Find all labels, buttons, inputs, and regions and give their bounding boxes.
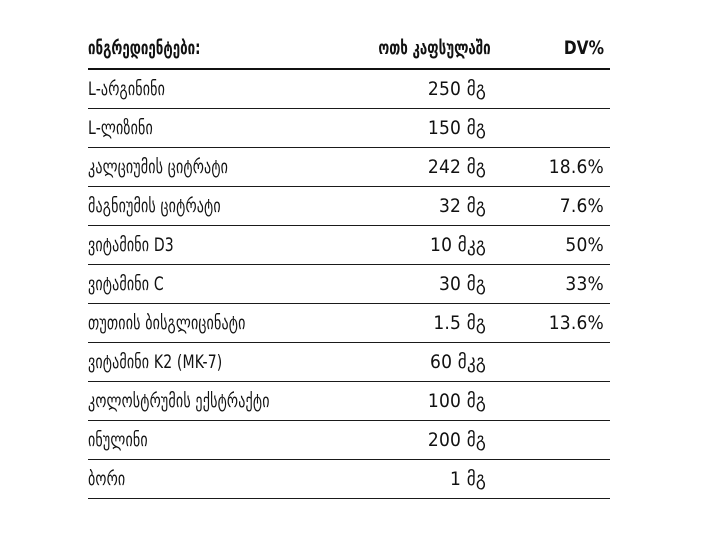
ingredient-name: თუთიის ბისგლიცინატი: [88, 312, 246, 334]
ingredient-name: კალციუმის ციტრატი: [88, 156, 229, 178]
ingredient-name: ვიტამინი K2 (MK-7): [88, 351, 223, 373]
ingredient-dv: 7.6%: [559, 195, 604, 217]
table-row: L-არგინინი 250 მგ: [88, 70, 610, 109]
ingredient-amount: 250 მგ: [427, 78, 486, 100]
table-row: ბორი 1 მგ: [88, 460, 610, 499]
table-row: ვიტამინი D3 10 მკგ 50%: [88, 226, 610, 265]
table-row: ვიტამინი K2 (MK-7) 60 მკგ: [88, 343, 610, 382]
ingredient-amount: 150 მგ: [427, 117, 486, 139]
ingredient-name: ინულინი: [88, 429, 148, 451]
ingredients-table: ინგრედიენტები: ოთხ კაფსულაში DV% L-არგინ…: [88, 28, 610, 499]
ingredient-dv: 50%: [565, 234, 604, 256]
ingredient-name: კოლოსტრუმის ექსტრაქტი: [88, 390, 270, 412]
ingredient-name: ბორი: [88, 468, 126, 490]
ingredient-name: ვიტამინი C: [88, 273, 164, 295]
ingredient-amount: 100 მგ: [427, 390, 486, 412]
table-row: კალციუმის ციტრატი 242 მგ 18.6%: [88, 148, 610, 187]
table-row: ვიტამინი C 30 მგ 33%: [88, 265, 610, 304]
ingredient-amount: 10 მკგ: [430, 234, 486, 256]
header-per-capsule: ოთხ კაფსულაში: [378, 37, 491, 59]
ingredient-name: L-ლიზინი: [88, 117, 153, 139]
ingredient-name: L-არგინინი: [88, 78, 166, 100]
ingredient-dv: 13.6%: [548, 312, 604, 334]
table-row: ინულინი 200 მგ: [88, 421, 610, 460]
table-header: ინგრედიენტები: ოთხ კაფსულაში DV%: [88, 28, 610, 70]
table-row: კოლოსტრუმის ექსტრაქტი 100 მგ: [88, 382, 610, 421]
table-row: თუთიის ბისგლიცინატი 1.5 მგ 13.6%: [88, 304, 610, 343]
ingredient-amount: 242 მგ: [427, 156, 486, 178]
ingredient-amount: 32 მგ: [438, 195, 486, 217]
table-row: მაგნიუმის ციტრატი 32 მგ 7.6%: [88, 187, 610, 226]
ingredient-dv: 18.6%: [548, 156, 604, 178]
ingredient-dv: 33%: [565, 273, 604, 295]
ingredient-amount: 200 მგ: [427, 429, 486, 451]
ingredient-amount: 1 მგ: [450, 468, 486, 490]
header-dv: DV%: [563, 37, 604, 59]
header-ingredients: ინგრედიენტები:: [88, 37, 201, 59]
table-row: L-ლიზინი 150 მგ: [88, 109, 610, 148]
ingredient-amount: 30 მგ: [438, 273, 486, 295]
ingredient-name: ვიტამინი D3: [88, 234, 174, 256]
ingredient-amount: 1.5 მგ: [433, 312, 486, 334]
ingredient-name: მაგნიუმის ციტრატი: [88, 195, 221, 217]
ingredient-amount: 60 მკგ: [430, 351, 486, 373]
